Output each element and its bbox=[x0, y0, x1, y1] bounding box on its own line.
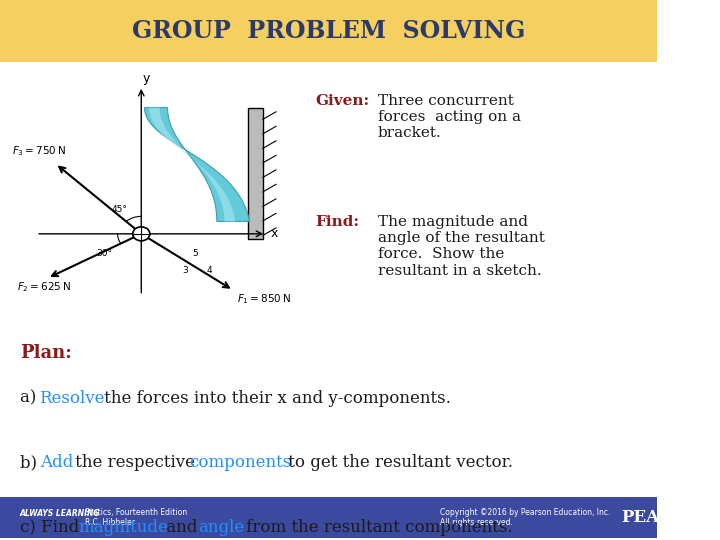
Polygon shape bbox=[145, 107, 250, 221]
Text: PEARSON: PEARSON bbox=[621, 509, 714, 526]
Text: Plan:: Plan: bbox=[19, 344, 71, 362]
Text: 3: 3 bbox=[182, 266, 188, 274]
Text: Resolve: Resolve bbox=[40, 390, 105, 407]
Text: Find:: Find: bbox=[315, 215, 359, 229]
Text: Copyright ©2016 by Pearson Education, Inc.
All rights reserved.: Copyright ©2016 by Pearson Education, In… bbox=[440, 508, 611, 527]
Text: x: x bbox=[271, 227, 278, 240]
Text: a): a) bbox=[19, 390, 41, 407]
Text: $F_3 = 750\,\mathrm{N}$: $F_3 = 750\,\mathrm{N}$ bbox=[12, 144, 66, 158]
FancyBboxPatch shape bbox=[0, 0, 657, 62]
Text: b): b) bbox=[19, 454, 42, 471]
Text: $F_2 = 625\,\mathrm{N}$: $F_2 = 625\,\mathrm{N}$ bbox=[17, 280, 71, 294]
Text: c) Find: c) Find bbox=[19, 519, 84, 536]
Text: ALWAYS LEARNING: ALWAYS LEARNING bbox=[19, 509, 100, 518]
Text: 4: 4 bbox=[207, 266, 212, 274]
Text: 30°: 30° bbox=[96, 249, 112, 259]
Text: Given:: Given: bbox=[315, 94, 369, 108]
FancyBboxPatch shape bbox=[248, 107, 263, 239]
Text: the respective: the respective bbox=[71, 454, 201, 471]
Text: from the resultant components.: from the resultant components. bbox=[240, 519, 513, 536]
Text: to get the resultant vector.: to get the resultant vector. bbox=[283, 454, 513, 471]
Text: y: y bbox=[143, 72, 150, 85]
Text: Three concurrent
forces  acting on a
bracket.: Three concurrent forces acting on a brac… bbox=[378, 94, 521, 140]
Text: components: components bbox=[189, 454, 292, 471]
Text: $F_1 = 850\,\mathrm{N}$: $F_1 = 850\,\mathrm{N}$ bbox=[237, 292, 290, 306]
Polygon shape bbox=[149, 107, 235, 221]
Text: the forces into their x and y-components.: the forces into their x and y-components… bbox=[99, 390, 451, 407]
Text: angle: angle bbox=[199, 519, 245, 536]
Text: Statics, Fourteenth Edition
R.C. Hibbeler: Statics, Fourteenth Edition R.C. Hibbele… bbox=[86, 508, 187, 527]
Text: and: and bbox=[161, 519, 202, 536]
Text: 5: 5 bbox=[192, 249, 197, 259]
Text: 45°: 45° bbox=[112, 205, 127, 214]
Text: The magnitude and
angle of the resultant
force.  Show the
resultant in a sketch.: The magnitude and angle of the resultant… bbox=[378, 215, 545, 278]
Circle shape bbox=[132, 227, 150, 241]
Text: GROUP  PROBLEM  SOLVING: GROUP PROBLEM SOLVING bbox=[132, 19, 525, 43]
Text: magnitude: magnitude bbox=[78, 519, 168, 536]
FancyBboxPatch shape bbox=[0, 497, 657, 537]
Text: Add: Add bbox=[40, 454, 73, 471]
